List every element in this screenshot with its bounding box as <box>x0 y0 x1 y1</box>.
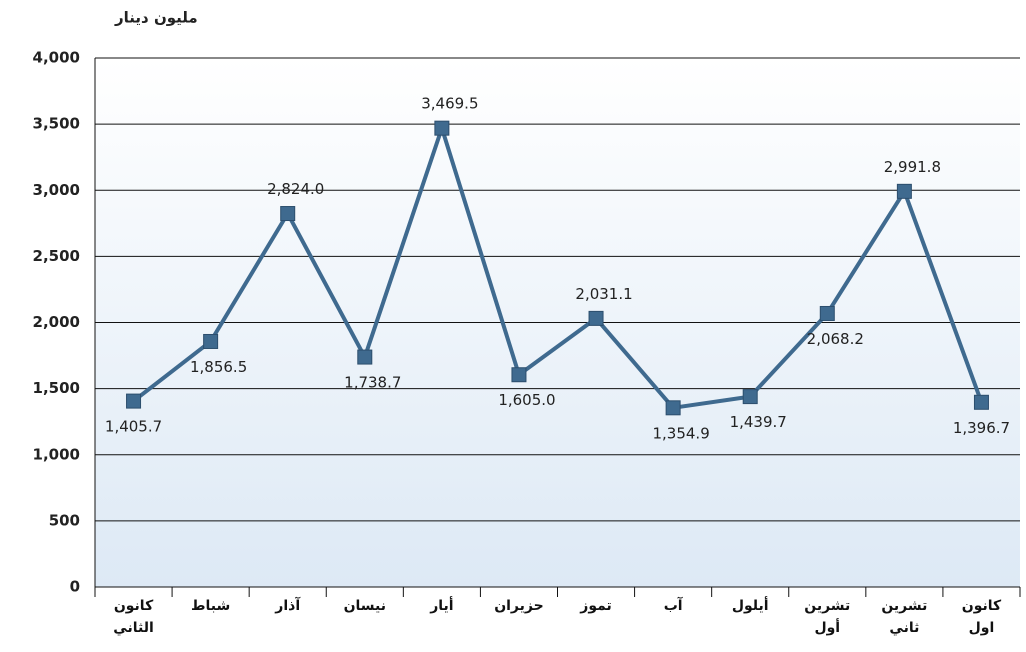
x-tick-label: أيار <box>430 598 454 614</box>
data-label: 3,469.5 <box>421 95 478 113</box>
data-label: 2,824.0 <box>267 180 324 198</box>
y-tick-label: 0 <box>70 578 80 596</box>
x-tick-label: حزيران <box>494 598 544 614</box>
marker <box>588 310 604 326</box>
line <box>132 126 984 410</box>
marker <box>280 206 296 222</box>
x-tick-label: كانون اول <box>961 598 1002 636</box>
x-tick-label: آذار <box>275 598 301 614</box>
x-tick-label: تشرين أول <box>804 598 851 636</box>
x-tick-label: كانون الثاني <box>113 598 154 636</box>
y-tick-label: 1,000 <box>33 445 80 463</box>
data-label: 1,439.7 <box>730 413 787 431</box>
y-tick-label: 1,500 <box>33 379 80 397</box>
x-tick-label: تموز <box>580 598 612 614</box>
y-tick-label: 500 <box>49 511 80 529</box>
marker <box>434 120 450 136</box>
data-label: 1,856.5 <box>190 358 247 376</box>
y-tick-label: 2,000 <box>33 313 80 331</box>
y-tick-label: 3,000 <box>33 181 80 199</box>
data-label: 1,738.7 <box>344 374 401 392</box>
x-tick-label: شباط <box>190 598 231 614</box>
y-tick-label: 4,000 <box>33 49 80 67</box>
y-tick-label: 2,500 <box>33 247 80 265</box>
marker <box>203 333 219 349</box>
marker <box>896 183 912 199</box>
data-label: 2,031.1 <box>575 285 632 303</box>
data-label: 1,405.7 <box>105 418 162 436</box>
data-label: 2,068.2 <box>807 330 864 348</box>
data-label: 1,396.7 <box>953 419 1010 437</box>
marker <box>357 349 373 365</box>
data-label: 2,991.8 <box>884 158 941 176</box>
y-axis-label: مليون دينار <box>114 9 198 27</box>
marker <box>126 393 142 409</box>
marker <box>665 400 681 416</box>
data-label: 1,354.9 <box>652 424 709 442</box>
y-tick-label: 3,500 <box>33 115 80 133</box>
marker <box>511 367 527 383</box>
x-tick-label: آب <box>663 598 683 614</box>
data-label: 1,605.0 <box>498 391 555 409</box>
x-tick-label: أيلول <box>731 598 769 614</box>
marker <box>973 394 989 410</box>
marker <box>819 305 835 321</box>
x-tick-label: تشرين ثاني <box>881 598 928 636</box>
x-tick-label: نيسان <box>343 598 386 614</box>
marker <box>742 389 758 405</box>
